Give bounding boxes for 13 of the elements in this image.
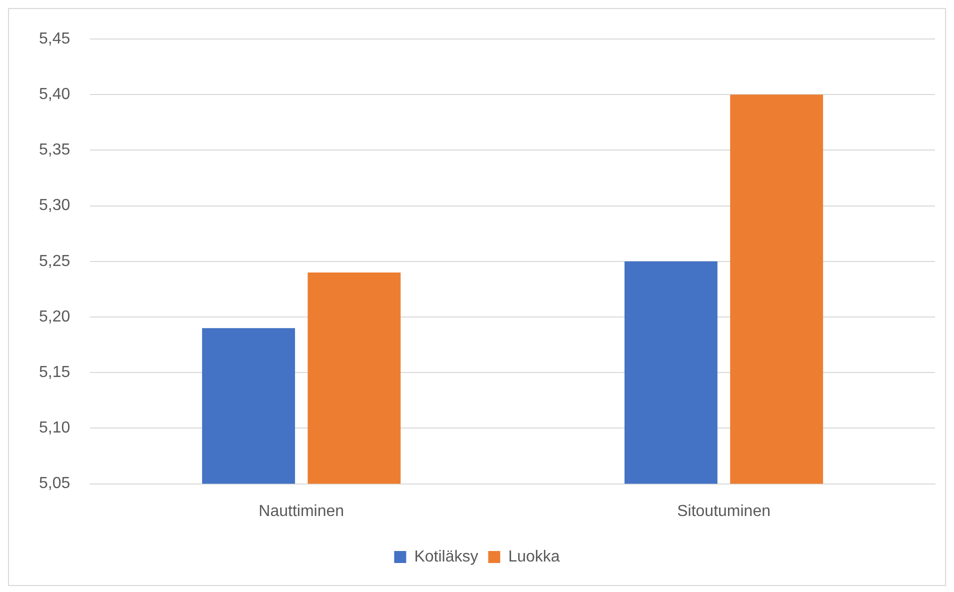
legend-label: Kotiläksy (414, 548, 478, 566)
legend-label: Luokka (508, 548, 560, 566)
x-tick-label: Sitoutuminen (677, 502, 770, 520)
y-tick-label: 5,05 (39, 475, 70, 492)
y-tick-label: 5,10 (39, 420, 70, 437)
y-tick-label: 5,25 (39, 252, 70, 270)
x-tick-label: Nauttiminen (258, 502, 344, 520)
y-tick-label: 5,30 (39, 197, 70, 214)
y-tick-label: 5,35 (39, 142, 70, 159)
y-tick-label: 5,40 (39, 86, 70, 104)
y-tick-label: 5,15 (39, 364, 70, 382)
y-tick-label: 5,45 (39, 30, 70, 48)
y-tick-label: 5,20 (39, 308, 70, 326)
